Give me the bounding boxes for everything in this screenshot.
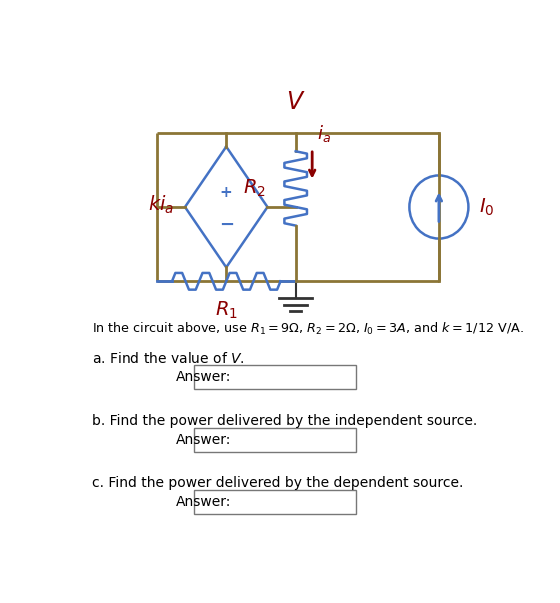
Text: +: + <box>220 185 232 200</box>
Text: a. Find the value of $V$.: a. Find the value of $V$. <box>92 351 245 366</box>
Text: In the circuit above, use $R_1 = 9\Omega$, $R_2 = 2\Omega$, $I_0 = 3A$, and $k =: In the circuit above, use $R_1 = 9\Omega… <box>92 321 524 337</box>
Text: $\mathbf{\mathit{I_0}}$: $\mathbf{\mathit{I_0}}$ <box>479 197 495 218</box>
FancyBboxPatch shape <box>194 365 356 389</box>
Text: $\mathit{i}_{\mathit{a}}$: $\mathit{i}_{\mathit{a}}$ <box>316 124 330 144</box>
FancyBboxPatch shape <box>194 490 356 514</box>
Text: Answer:: Answer: <box>176 495 232 510</box>
Text: $\mathbf{\mathit{R_2}}$: $\mathbf{\mathit{R_2}}$ <box>242 178 265 199</box>
FancyBboxPatch shape <box>194 428 356 452</box>
Text: c. Find the power delivered by the dependent source.: c. Find the power delivered by the depen… <box>92 476 463 490</box>
Text: $\mathbf{\mathit{R_1}}$: $\mathbf{\mathit{R_1}}$ <box>215 300 237 321</box>
Text: −: − <box>218 216 234 233</box>
Text: b. Find the power delivered by the independent source.: b. Find the power delivered by the indep… <box>92 414 477 428</box>
Text: Answer:: Answer: <box>176 432 232 447</box>
Text: Answer:: Answer: <box>176 370 232 384</box>
Text: $\mathbf{\mathit{ki_a}}$: $\mathbf{\mathit{ki_a}}$ <box>148 194 174 216</box>
Text: $\mathbf{\mathit{V}}$: $\mathbf{\mathit{V}}$ <box>286 90 305 114</box>
